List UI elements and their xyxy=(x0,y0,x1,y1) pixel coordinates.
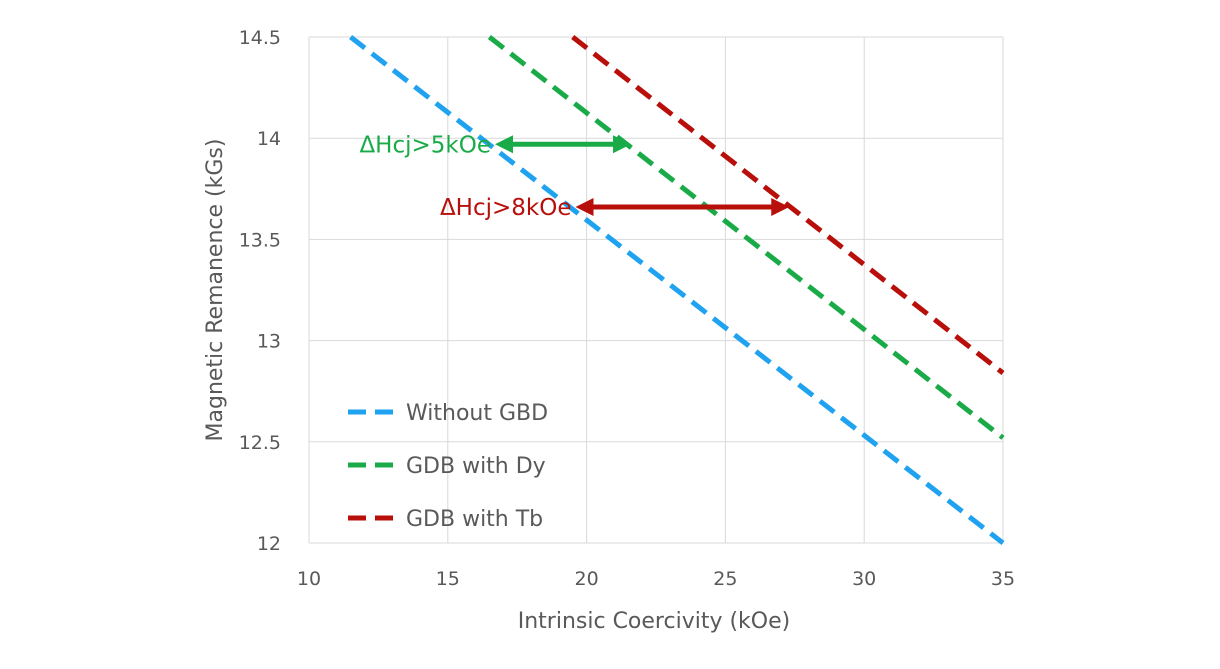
series-line-3 xyxy=(571,35,1005,375)
y-axis-title: Magnetic Remanence (kGs) xyxy=(203,139,228,442)
legend-item: GDB with Tb xyxy=(348,507,543,532)
x-tick-label: 20 xyxy=(575,568,599,590)
annotation-label: ΔHcj>8kOe xyxy=(440,195,572,221)
x-tick-label: 10 xyxy=(297,568,321,590)
annotation-2: ΔHcj>8kOe xyxy=(440,195,790,221)
series-line-1 xyxy=(349,35,1005,545)
annotation-arrow-head-right xyxy=(613,135,632,154)
legend-label: GDB with Dy xyxy=(406,454,546,479)
y-tick-label: 12 xyxy=(257,533,281,555)
tick-layer: 10 15 20 25 30 35 12 12.5 13 13.5 14 14.5 xyxy=(239,27,1015,590)
annotation-layer: ΔHcj>5kOe ΔHcj>8kOe xyxy=(359,132,790,221)
legend-label: Without GBD xyxy=(406,401,548,426)
y-tick-label: 14 xyxy=(257,128,281,150)
legend: Without GBD GDB with Dy GDB with Tb xyxy=(348,401,548,532)
y-tick-label: 13.5 xyxy=(239,229,281,251)
y-tick-label: 14.5 xyxy=(239,27,281,49)
y-tick-label: 12.5 xyxy=(239,432,281,454)
grid-layer xyxy=(308,36,1004,544)
x-tick-label: 30 xyxy=(852,568,876,590)
annotation-1: ΔHcj>5kOe xyxy=(359,132,632,158)
x-tick-label: 25 xyxy=(713,568,737,590)
legend-label: GDB with Tb xyxy=(406,507,543,532)
y-tick-label: 13 xyxy=(257,331,281,353)
annotation-label: ΔHcj>5kOe xyxy=(359,132,491,158)
series-layer xyxy=(349,35,1005,545)
annotation-arrow-head-left xyxy=(575,198,594,217)
series-line-2 xyxy=(487,35,1005,440)
x-tick-label: 15 xyxy=(436,568,460,590)
x-axis-title: Intrinsic Coercivity (kOe) xyxy=(518,609,790,634)
annotation-arrow-head-left xyxy=(494,135,513,154)
legend-item: Without GBD xyxy=(348,401,548,426)
legend-item: GDB with Dy xyxy=(348,454,546,479)
annotation-arrow-head-right xyxy=(771,198,790,217)
x-tick-label: 35 xyxy=(991,568,1015,590)
